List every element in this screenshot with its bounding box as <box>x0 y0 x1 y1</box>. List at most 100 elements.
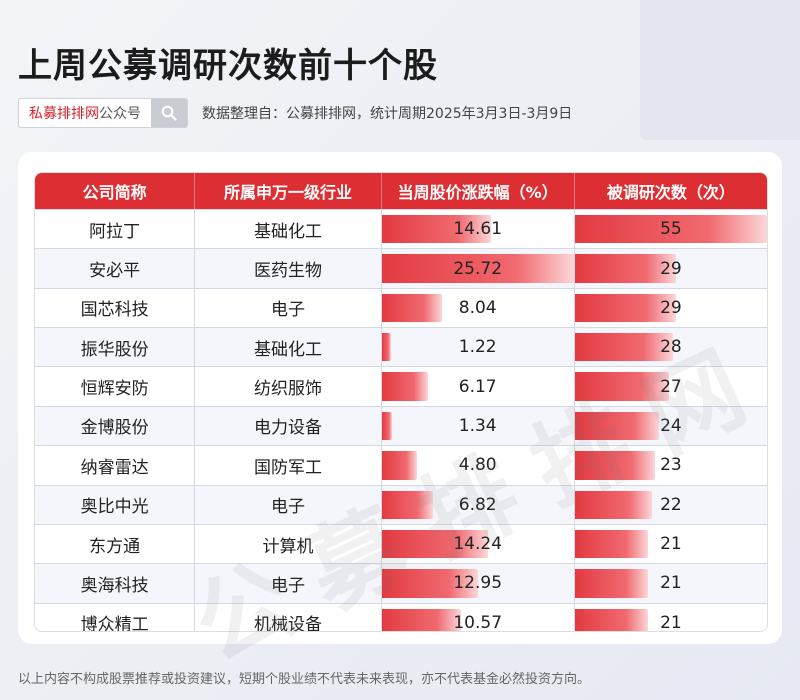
table-body: 阿拉丁 基础化工 14.61 55 安必平 医药生物 25.72 29 国芯科技 电子 8.04 29… <box>35 209 767 632</box>
company-name: 奥比中光 <box>35 485 196 524</box>
survey-count-bar <box>574 569 649 598</box>
price-change-value: 25.72 <box>453 258 503 279</box>
table-row: 金博股份 电力设备 1.34 24 <box>35 405 767 446</box>
survey-count-cell: 23 <box>574 446 767 484</box>
survey-count-bar <box>574 490 652 519</box>
industry-name: 电力设备 <box>195 406 382 446</box>
company-name: 国芯科技 <box>35 288 196 328</box>
price-change-value: 4.80 <box>458 455 497 476</box>
price-change-bar <box>381 451 418 480</box>
price-change-bar <box>381 293 442 323</box>
industry-name: 电子 <box>195 564 382 603</box>
price-change-cell: 6.82 <box>381 485 575 524</box>
search-icon <box>161 105 177 121</box>
survey-count-bar <box>574 451 656 480</box>
table-row: 奥比中光 电子 6.82 22 <box>35 484 767 524</box>
price-change-value: 6.17 <box>458 376 497 397</box>
price-change-cell: 12.95 <box>381 564 575 603</box>
company-name: 东方通 <box>35 524 196 564</box>
header-survey-count: 被调研次数（次） <box>606 183 735 202</box>
search-box[interactable]: 私募排排网 公众号 <box>18 98 188 128</box>
price-change-value: 10.57 <box>453 612 503 632</box>
data-table: 公司简称 所属申万一级行业 当周股价涨跌幅（%） 被调研次数（次） 阿拉丁 基础化… <box>34 172 768 632</box>
price-change-bar <box>381 490 433 519</box>
survey-count-bar <box>574 215 767 244</box>
company-name: 安必平 <box>35 249 196 288</box>
industry-name: 国防军工 <box>195 446 382 485</box>
search-text: 私募排排网 公众号 <box>19 99 151 127</box>
company-name: 奥海科技 <box>35 564 196 603</box>
price-change-value: 12.95 <box>453 573 503 594</box>
survey-count-cell: 29 <box>574 289 767 327</box>
table-row: 东方通 计算机 14.24 21 <box>35 523 767 564</box>
header-industry: 所属申万一级行业 <box>195 173 382 209</box>
price-change-value: 8.04 <box>458 297 497 318</box>
industry-name: 基础化工 <box>195 328 382 367</box>
price-change-cell: 4.80 <box>381 446 575 485</box>
company-name: 纳睿雷达 <box>35 446 196 485</box>
header-company: 公司简称 <box>35 173 196 209</box>
survey-count-value: 27 <box>660 376 682 397</box>
table-card: 公司简称 所属申万一级行业 当周股价涨跌幅（%） 被调研次数（次） 阿拉丁 基础化… <box>18 152 787 683</box>
survey-count-value: 24 <box>660 415 682 436</box>
survey-count-bar <box>574 254 677 283</box>
header-price-change: 当周股价涨跌幅（%） <box>382 173 575 209</box>
price-change-bar <box>381 569 479 598</box>
industry-name: 电子 <box>195 288 382 328</box>
table-row: 阿拉丁 基础化工 14.61 55 <box>35 209 767 249</box>
industry-name: 机械设备 <box>195 603 382 631</box>
survey-count-bar <box>574 529 649 559</box>
price-change-cell: 14.24 <box>381 524 575 564</box>
survey-count-cell: 29 <box>574 249 767 287</box>
price-change-value: 1.34 <box>458 415 497 436</box>
industry-name: 医药生物 <box>195 249 382 288</box>
survey-count-bar <box>574 293 677 323</box>
search-brand: 私募排排网 <box>29 106 99 122</box>
survey-count-cell: 22 <box>574 486 767 524</box>
table-header: 公司简称 所属申万一级行业 当周股价涨跌幅（%） 被调研次数（次） <box>35 173 767 209</box>
survey-count-bar <box>574 608 649 631</box>
industry-name: 基础化工 <box>195 210 382 249</box>
industry-name: 计算机 <box>195 524 382 564</box>
price-change-cell: 8.04 <box>381 288 575 328</box>
table-row: 纳睿雷达 国防军工 4.80 23 <box>35 445 767 485</box>
survey-count-value: 21 <box>660 573 682 594</box>
price-change-value: 14.24 <box>453 534 503 555</box>
price-change-bar <box>381 333 391 362</box>
company-name: 阿拉丁 <box>35 210 196 249</box>
price-change-cell: 1.22 <box>381 328 575 367</box>
search-suffix: 公众号 <box>99 106 141 122</box>
table-row: 恒辉安防 纺织服饰 6.17 27 <box>35 366 767 406</box>
price-change-bar <box>381 215 491 244</box>
price-change-value: 1.22 <box>458 337 497 358</box>
table-row: 奥海科技 电子 12.95 21 <box>35 563 767 603</box>
price-change-cell: 6.17 <box>381 367 575 406</box>
table-row: 安必平 医药生物 25.72 29 <box>35 248 767 288</box>
survey-count-value: 21 <box>660 534 682 555</box>
industry-name: 电子 <box>195 485 382 524</box>
price-change-bar <box>381 529 488 559</box>
survey-count-value: 23 <box>660 455 682 476</box>
survey-count-cell: 21 <box>574 604 767 632</box>
survey-count-value: 55 <box>660 219 682 240</box>
survey-count-cell: 55 <box>574 210 767 248</box>
price-change-bar <box>381 372 428 401</box>
survey-count-value: 29 <box>660 297 682 318</box>
company-name: 金博股份 <box>35 406 196 446</box>
source-row: 私募排排网 公众号 数据整理自：公募排排网，统计周期2025年3月3日-3月9日 <box>18 98 573 128</box>
price-change-cell: 14.61 <box>381 210 575 249</box>
price-change-bar <box>381 254 574 283</box>
search-button[interactable] <box>151 99 187 127</box>
table-row: 国芯科技 电子 8.04 29 <box>35 287 767 328</box>
survey-count-cell: 28 <box>574 328 767 366</box>
source-note: 数据整理自：公募排排网，统计周期2025年3月3日-3月9日 <box>202 106 573 122</box>
company-name: 恒辉安防 <box>35 367 196 406</box>
survey-count-cell: 21 <box>574 564 767 602</box>
survey-count-value: 21 <box>660 612 682 632</box>
price-change-value: 6.82 <box>458 494 497 515</box>
price-change-value: 14.61 <box>453 219 503 240</box>
survey-count-bar <box>574 333 673 362</box>
price-change-bar <box>381 608 461 631</box>
industry-name: 纺织服饰 <box>195 367 382 406</box>
disclaimer: 以上内容不构成股票推荐或投资建议，短期个股业绩不代表未来表现，亦不代表基金必然投… <box>18 672 591 687</box>
